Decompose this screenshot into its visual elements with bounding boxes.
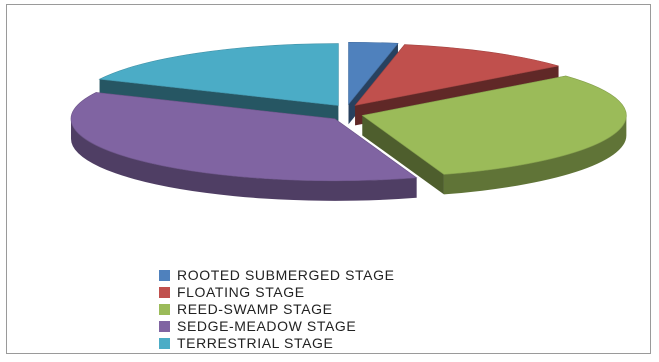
legend-item: FLOATING STAGE (159, 284, 395, 301)
legend-swatch (159, 321, 170, 332)
pie-chart (70, 41, 627, 201)
pie-slice-reed-swamp-stage (361, 75, 627, 175)
legend-label: SEDGE-MEADOW STAGE (177, 318, 357, 334)
legend-swatch (159, 270, 170, 281)
pie-slice-sedge-meadow-stage (70, 92, 418, 182)
pie-slice-floating-stage (354, 44, 559, 106)
legend-item: TERRESTRIAL STAGE (159, 335, 395, 352)
legend-swatch (159, 338, 170, 349)
legend: ROOTED SUBMERGED STAGE FLOATING STAGE REED… (159, 267, 395, 352)
legend-item: ROOTED SUBMERGED STAGE (159, 267, 395, 284)
pie-slice-terrestrial-stage (98, 43, 339, 106)
pie-slice-rooted-submerged-stage (348, 41, 399, 106)
legend-label: TERRESTRIAL STAGE (177, 335, 334, 351)
chart-area: ROOTED SUBMERGED STAGE FLOATING STAGE REED… (6, 4, 651, 354)
legend-item: REED-SWAMP STAGE (159, 301, 395, 318)
legend-swatch (159, 304, 170, 315)
legend-label: ROOTED SUBMERGED STAGE (177, 267, 395, 283)
legend-label: FLOATING STAGE (177, 284, 305, 300)
legend-item: SEDGE-MEADOW STAGE (159, 318, 395, 335)
legend-label: REED-SWAMP STAGE (177, 301, 333, 317)
legend-swatch (159, 287, 170, 298)
